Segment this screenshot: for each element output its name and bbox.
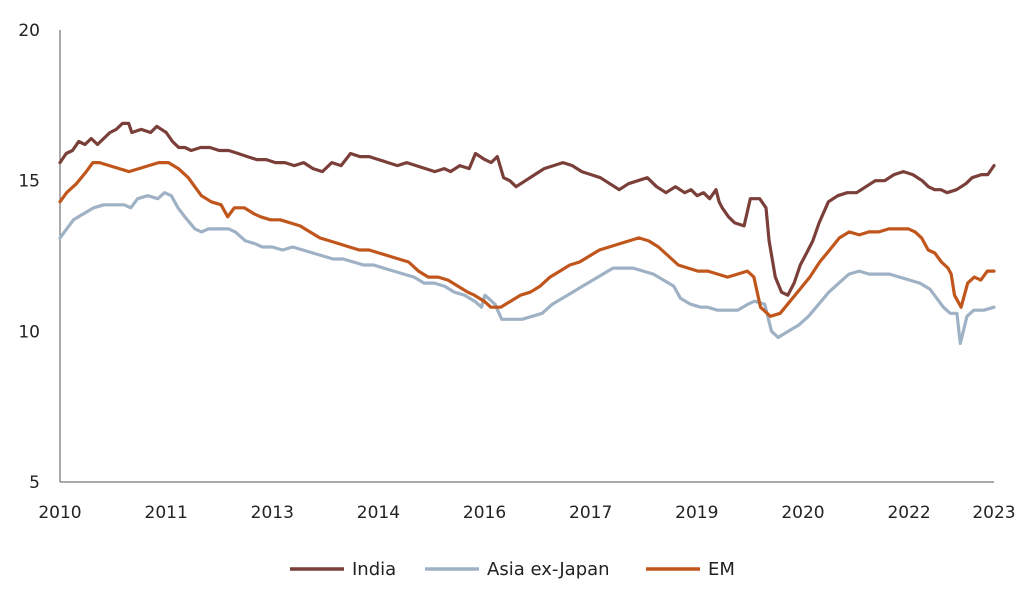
x-tick-label: 2014 [357, 503, 400, 523]
y-tick-label: 15 [18, 172, 40, 192]
series-line-asia-ex-japan [58, 191, 996, 345]
x-tick-label: 2013 [251, 503, 294, 523]
x-tick-label: 2010 [38, 503, 81, 523]
x-tick-labels: 2010 2011 2013 2014 2016 2017 2019 2020 2022 2023 [38, 503, 1015, 523]
y-tick-label: 5 [29, 473, 40, 493]
legend-item-em: EM [646, 559, 735, 580]
y-tick-label: 20 [18, 21, 40, 41]
series-line-em [58, 161, 996, 318]
legend: India Asia ex-Japan EM [290, 559, 735, 580]
series-lines [58, 121, 996, 345]
legend-item-asia-ex-japan: Asia ex-Japan [425, 559, 610, 580]
x-tick-label: 2011 [145, 503, 188, 523]
legend-label-em: EM [708, 559, 735, 580]
legend-label-india: India [352, 559, 396, 580]
x-tick-label: 2022 [887, 503, 930, 523]
legend-label-asia-ex-japan: Asia ex-Japan [487, 559, 610, 580]
y-tick-label: 10 [18, 322, 40, 342]
legend-item-india: India [290, 559, 396, 580]
x-tick-label: 2016 [463, 503, 506, 523]
y-tick-labels: 20 15 10 5 [18, 21, 40, 493]
x-tick-label: 2020 [781, 503, 824, 523]
x-tick-label: 2017 [569, 503, 612, 523]
x-tick-label: 2019 [675, 503, 718, 523]
x-tick-label: 2023 [972, 503, 1015, 523]
series-line-india [58, 121, 996, 297]
